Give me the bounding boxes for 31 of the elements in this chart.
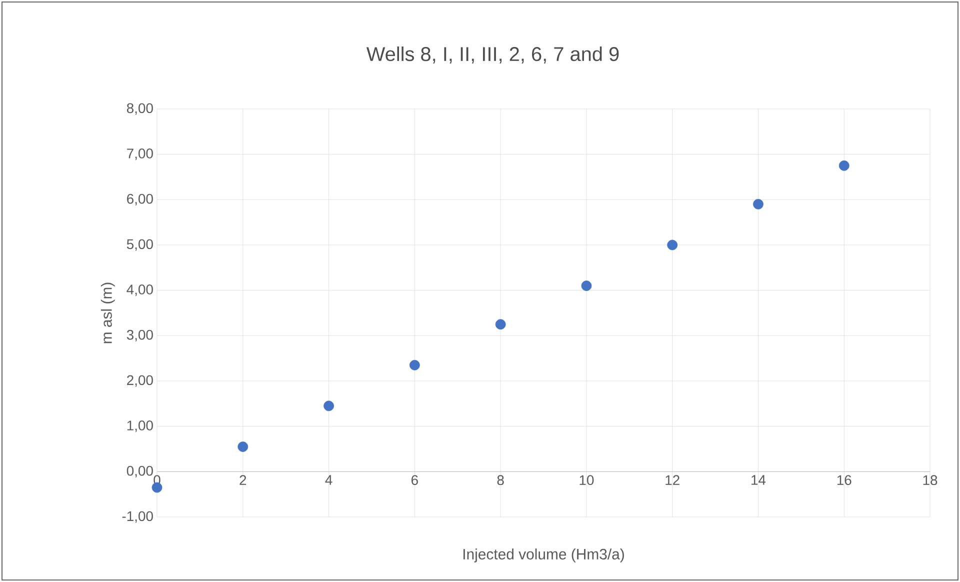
x-tick-label: 2 xyxy=(240,475,246,485)
point xyxy=(152,482,162,493)
point xyxy=(324,400,334,412)
x-tick-label: 10 xyxy=(580,475,594,486)
chart-title: Wells 8, I, II, III, 2, 6, 7 and 9 xyxy=(366,46,619,64)
x-tick-label: 8 xyxy=(497,475,504,486)
y-tick-label: 5,00 xyxy=(126,239,153,251)
x-tick-label: 16 xyxy=(837,475,852,486)
x-tick-label: 6 xyxy=(412,475,418,486)
point xyxy=(581,280,592,291)
point xyxy=(238,442,248,452)
x-tick-label: 4 xyxy=(325,475,332,485)
x-tick-label: 14 xyxy=(752,475,766,485)
x-tick-label: 18 xyxy=(923,475,938,486)
x-axis-title: Injected volume (Hm3/a) xyxy=(463,548,624,562)
y-tick-label: 8,00 xyxy=(126,103,153,115)
y-axis-title: m asl (m) xyxy=(100,282,115,344)
point xyxy=(838,160,850,171)
y-tick-label: 1,00 xyxy=(127,420,153,432)
point xyxy=(753,198,764,210)
y-tick-label: 3,00 xyxy=(126,330,153,342)
point xyxy=(409,360,420,370)
point xyxy=(667,240,678,250)
y-tick-label: -1,00 xyxy=(122,511,153,523)
x-tick-label: 12 xyxy=(666,475,680,485)
y-tick-label: 2,00 xyxy=(127,375,153,387)
y-tick-label: 0,00 xyxy=(126,466,153,478)
y-tick-label: 6,00 xyxy=(127,194,153,206)
point xyxy=(495,319,506,330)
y-tick-label: 4,00 xyxy=(126,284,153,296)
y-tick-label: 7,00 xyxy=(127,148,153,160)
